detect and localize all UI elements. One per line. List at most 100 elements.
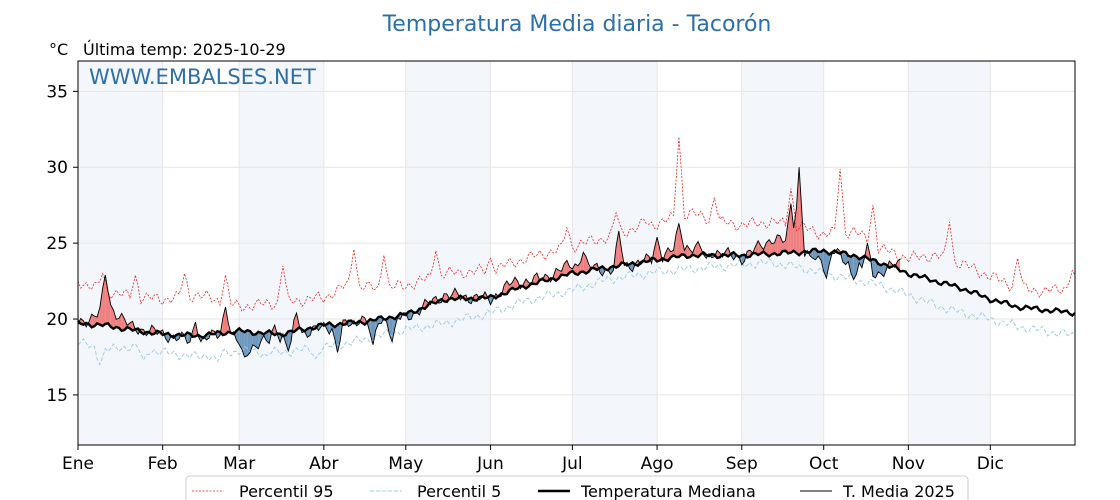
anomaly-above-fill — [91, 314, 95, 328]
unit-label: °C — [49, 40, 68, 59]
month-shade-ene — [78, 61, 163, 445]
anomaly-above-fill — [777, 234, 780, 256]
anomaly-below-fill — [370, 319, 374, 345]
anomaly-below-fill — [307, 327, 311, 338]
anomaly-above-fill — [618, 230, 622, 267]
plot-frame — [77, 60, 1076, 446]
anomaly-above-fill — [108, 291, 111, 327]
anomaly-above-fill — [796, 167, 800, 256]
month-shade-jul — [572, 61, 658, 445]
anomaly-below-fill — [872, 259, 876, 278]
series-percentil-5 — [77, 258, 1076, 366]
anomaly-below-fill — [881, 263, 884, 277]
x-tick-label: Dic — [977, 454, 1004, 474]
anomaly-above-fill — [586, 256, 589, 274]
anomaly-above-fill — [102, 275, 106, 326]
legend-label: Percentil 95 — [239, 482, 334, 500]
anomaly-below-fill — [258, 331, 262, 349]
anomaly-above-fill — [564, 260, 567, 276]
x-tick-label: Mar — [223, 454, 255, 474]
anomaly-above-fill — [755, 240, 759, 256]
anomaly-below-fill — [255, 331, 259, 349]
anomaly-above-fill — [444, 293, 447, 302]
anomaly-below-fill — [392, 317, 395, 342]
anomaly-below-fill — [187, 332, 190, 344]
anomaly-below-fill — [326, 322, 330, 335]
anomaly-below-fill — [823, 249, 827, 279]
anomaly-below-fill — [820, 249, 824, 272]
x-tick-label: Sep — [726, 454, 758, 474]
series-percentil-95 — [77, 136, 1076, 313]
anomaly-above-fill — [657, 237, 660, 262]
x-tick-label: Ene — [62, 454, 94, 474]
anomaly-above-fill — [515, 277, 518, 290]
plot-area: 15 20 25 30 35 Ene Feb Mar Abr May Jun Jul Ago Sep Oct… — [46, 60, 1076, 474]
anomaly-below-fill — [408, 310, 412, 320]
y-tick-label: 15 — [46, 386, 68, 406]
x-tick-label: Jun — [476, 454, 504, 474]
anomaly-below-fill — [851, 254, 854, 280]
anomaly-above-fill — [782, 240, 786, 252]
anomaly-below-fill — [247, 330, 251, 356]
anomaly-below-fill — [842, 251, 846, 265]
anomaly-above-fill — [222, 306, 226, 335]
watermark: WWW.EMBALSES.NET — [89, 65, 316, 89]
x-tick-label: Jul — [561, 454, 583, 474]
month-shade-mar — [239, 61, 324, 445]
x-tick-label: Ago — [641, 454, 674, 474]
anomaly-below-fill — [826, 251, 830, 279]
month-shade-may — [405, 61, 491, 445]
anomaly-above-fill — [665, 247, 669, 261]
anomaly-above-fill — [788, 203, 791, 254]
anomaly-below-fill — [217, 331, 221, 339]
anomaly-above-fill — [616, 230, 619, 268]
anomaly-above-fill — [793, 208, 797, 254]
legend-label: T. Media 2025 — [842, 482, 955, 500]
x-tick-label: Feb — [148, 454, 178, 474]
legend-label: Percentil 5 — [417, 482, 501, 500]
anomaly-below-fill — [244, 330, 248, 357]
chart-title: Temperatura Media diaria - Tacorón — [382, 12, 772, 37]
anomaly-below-fill — [818, 251, 821, 261]
anomaly-above-fill — [293, 312, 297, 333]
series-temperatura-mediana — [77, 247, 1076, 340]
x-tick-label: Nov — [892, 454, 925, 474]
y-tick-label: 20 — [46, 310, 68, 330]
anomaly-above-fill — [769, 239, 772, 257]
month-shade-nov — [908, 61, 991, 445]
x-tick-label: Abr — [309, 454, 338, 474]
legend-box — [185, 475, 969, 500]
anomaly-above-fill — [766, 239, 770, 257]
last-temp-label: Última temp: 2025-10-29 — [83, 40, 286, 59]
x-tick-label: May — [388, 454, 423, 474]
legend: Percentil 95 Percentil 5 Temperatura Media… — [185, 475, 969, 500]
anomaly-below-fill — [378, 316, 382, 324]
anomaly-above-fill — [774, 234, 778, 256]
anomaly-above-fill — [678, 223, 682, 258]
anomaly-below-fill — [250, 331, 253, 353]
anomaly-above-fill — [799, 167, 802, 256]
y-tick-label: 35 — [46, 82, 68, 102]
anomaly-below-fill — [883, 263, 887, 277]
anomaly-above-fill — [790, 203, 794, 253]
series-t-media-2025 — [77, 167, 901, 358]
anomaly-above-fill — [99, 288, 103, 326]
anomaly-above-fill — [113, 309, 117, 329]
anomaly-below-fill — [288, 330, 292, 351]
anomaly-above-fill — [512, 277, 516, 290]
anomaly-below-fill — [812, 248, 816, 260]
anomaly-below-fill — [490, 295, 494, 305]
anomaly-above-fill — [116, 318, 119, 328]
anomaly-above-fill — [717, 250, 720, 258]
anomaly-above-fill — [452, 288, 455, 301]
anomaly-above-fill — [575, 263, 578, 275]
anomaly-above-fill — [454, 288, 458, 301]
anomaly-above-fill — [97, 307, 100, 325]
anomaly-below-fill — [878, 264, 882, 274]
anomaly-above-fill — [771, 242, 775, 255]
anomaly-above-fill — [758, 240, 761, 256]
anomaly-above-fill — [583, 252, 587, 274]
legend-label: Temperatura Mediana — [580, 482, 756, 500]
anomaly-above-fill — [747, 250, 750, 258]
